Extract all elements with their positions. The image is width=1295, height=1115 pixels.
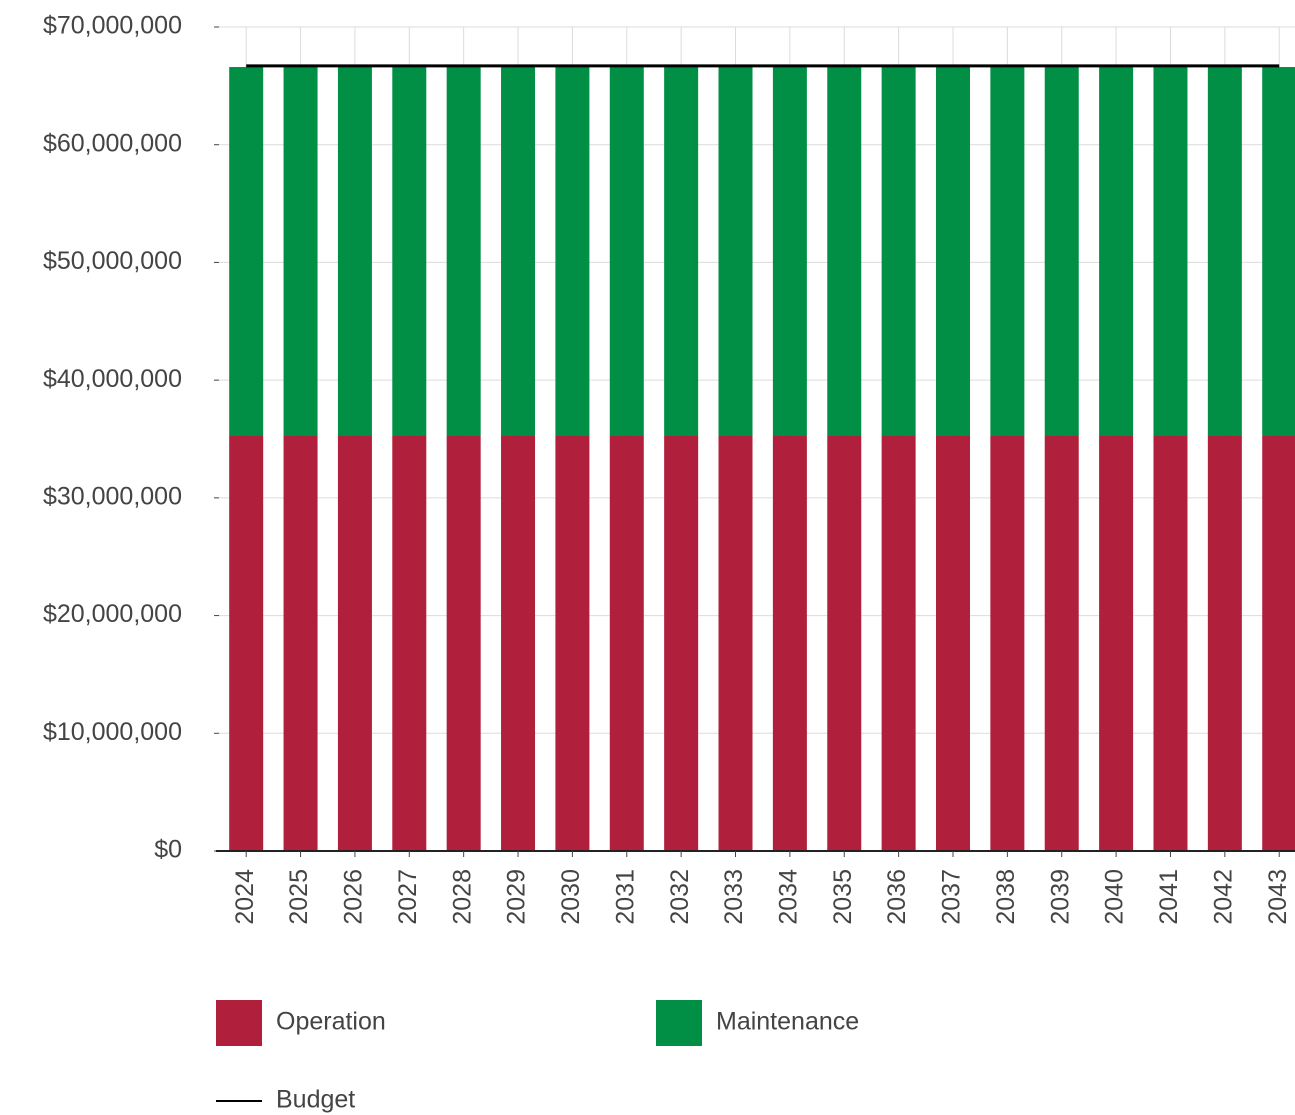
x-tick-label: 2037 [938,869,966,925]
x-tick-label: 2029 [503,869,531,925]
y-tick-label: $40,000,000 [43,365,182,393]
legend-swatch [656,1000,702,1046]
bar-segment [392,435,427,851]
bar-segment [718,435,753,851]
x-tick-label: 2030 [557,869,585,925]
y-tick-label: $60,000,000 [43,129,182,157]
legend-swatch [216,1000,262,1046]
x-tick-label: 2028 [448,869,476,925]
x-tick-label: 2038 [992,869,1020,925]
bar-segment [935,67,970,436]
bar-segment [935,435,970,851]
bar-segment [337,435,372,851]
bar-segment [772,435,807,851]
y-tick-label: $70,000,000 [43,12,182,40]
bar-segment [283,435,318,851]
bar-segment [664,67,699,436]
x-tick-label: 2040 [1101,869,1129,925]
bar-segment [555,435,590,851]
bar-segment [1153,435,1188,851]
bar-segment [827,67,862,436]
x-tick-label: 2036 [883,869,911,925]
x-tick-label: 2034 [774,869,802,925]
legend-label: Operation [276,1008,386,1036]
x-tick-label: 2026 [340,869,368,925]
x-tick-label: 2024 [231,869,259,925]
legend-label: Maintenance [716,1008,859,1036]
bar-segment [446,67,481,436]
bar-segment [609,435,644,851]
y-tick-label: $0 [154,836,182,864]
bar-segment [501,67,536,436]
bar-segment [827,435,862,851]
bar-segment [881,435,916,851]
bar-segment [229,435,264,851]
bar-segment [718,67,753,436]
bar-segment [990,435,1025,851]
bar-segment [1262,435,1295,851]
y-tick-label: $50,000,000 [43,247,182,275]
x-tick-label: 2043 [1264,869,1292,925]
x-tick-label: 2041 [1155,869,1183,925]
bar-segment [229,67,264,436]
bar-segment [392,67,427,436]
bar-segment [881,67,916,436]
x-tick-label: 2039 [1046,869,1074,925]
bar-segment [1044,67,1079,436]
bar-segment [1207,67,1242,436]
bar-segment [1099,67,1134,436]
y-tick-label: $20,000,000 [43,600,182,628]
bar-segment [1044,435,1079,851]
bar-segment [501,435,536,851]
legend-label: Budget [276,1086,355,1114]
x-tick-label: 2035 [829,869,857,925]
bar-segment [1207,435,1242,851]
bar-segment [990,67,1025,436]
x-tick-label: 2027 [394,869,422,925]
bar-segment [609,67,644,436]
bar-segment [446,435,481,851]
bar-segment [1262,67,1295,436]
y-tick-label: $10,000,000 [43,718,182,746]
bar-segment [337,67,372,436]
bar-segment [283,67,318,436]
bar-segment [664,435,699,851]
bar-segment [1099,435,1134,851]
x-tick-label: 2042 [1209,869,1237,925]
x-tick-label: 2033 [720,869,748,925]
bar-segment [555,67,590,436]
bar-segment [1153,67,1188,436]
x-tick-label: 2025 [285,869,313,925]
x-tick-label: 2031 [611,869,639,925]
y-tick-label: $30,000,000 [43,482,182,510]
x-tick-label: 2032 [666,869,694,925]
bar-segment [772,67,807,436]
